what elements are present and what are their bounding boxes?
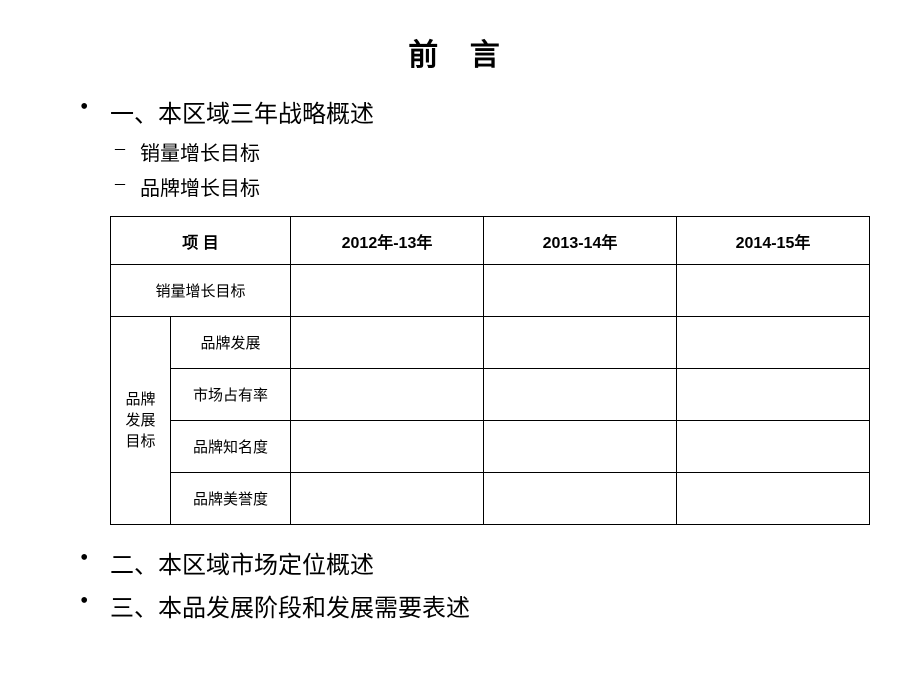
bullet-section-1-sub1: 销量增长目标 — [80, 137, 860, 166]
table-row: 品牌发展目标 品牌发展 — [111, 317, 870, 369]
cell — [484, 265, 677, 317]
table-row: 品牌知名度 — [111, 421, 870, 473]
brand-group-text: 品牌发展目标 — [111, 389, 170, 452]
cell — [484, 473, 677, 525]
cell — [484, 421, 677, 473]
table-row: 市场占有率 — [111, 369, 870, 421]
table-header-row: 项 目 2012年-13年 2013-14年 2014-15年 — [111, 217, 870, 265]
row-brand-group-label: 品牌发展目标 — [111, 317, 171, 525]
cell — [677, 265, 870, 317]
row-brand-reputation-label: 品牌美誉度 — [171, 473, 291, 525]
row-brand-dev-label: 品牌发展 — [171, 317, 291, 369]
outline-list: 一、本区域三年战略概述 销量增长目标 品牌增长目标 — [60, 94, 860, 201]
cell — [484, 317, 677, 369]
cell — [291, 473, 484, 525]
bullet-section-1: 一、本区域三年战略概述 — [80, 94, 860, 129]
cell — [291, 369, 484, 421]
cell — [291, 265, 484, 317]
header-year1: 2012年-13年 — [291, 217, 484, 265]
row-brand-awareness-label: 品牌知名度 — [171, 421, 291, 473]
table-row: 品牌美誉度 — [111, 473, 870, 525]
page-title: 前 言 — [60, 30, 860, 74]
bullet-section-3: 三、本品发展阶段和发展需要表述 — [80, 588, 860, 623]
cell — [677, 369, 870, 421]
cell — [677, 317, 870, 369]
strategy-table: 项 目 2012年-13年 2013-14年 2014-15年 销量增长目标 品… — [110, 216, 870, 525]
cell — [677, 473, 870, 525]
row-market-share-label: 市场占有率 — [171, 369, 291, 421]
cell — [677, 421, 870, 473]
bullet-section-2: 二、本区域市场定位概述 — [80, 545, 860, 580]
outline-list-bottom: 二、本区域市场定位概述 三、本品发展阶段和发展需要表述 — [60, 545, 860, 623]
table-row: 销量增长目标 — [111, 265, 870, 317]
cell — [291, 421, 484, 473]
bullet-section-1-sub2: 品牌增长目标 — [80, 172, 860, 201]
strategy-table-container: 项 目 2012年-13年 2013-14年 2014-15年 销量增长目标 品… — [110, 216, 860, 525]
header-project: 项 目 — [111, 217, 291, 265]
header-year3: 2014-15年 — [677, 217, 870, 265]
cell — [484, 369, 677, 421]
row-sales-target-label: 销量增长目标 — [111, 265, 291, 317]
header-year2: 2013-14年 — [484, 217, 677, 265]
cell — [291, 317, 484, 369]
